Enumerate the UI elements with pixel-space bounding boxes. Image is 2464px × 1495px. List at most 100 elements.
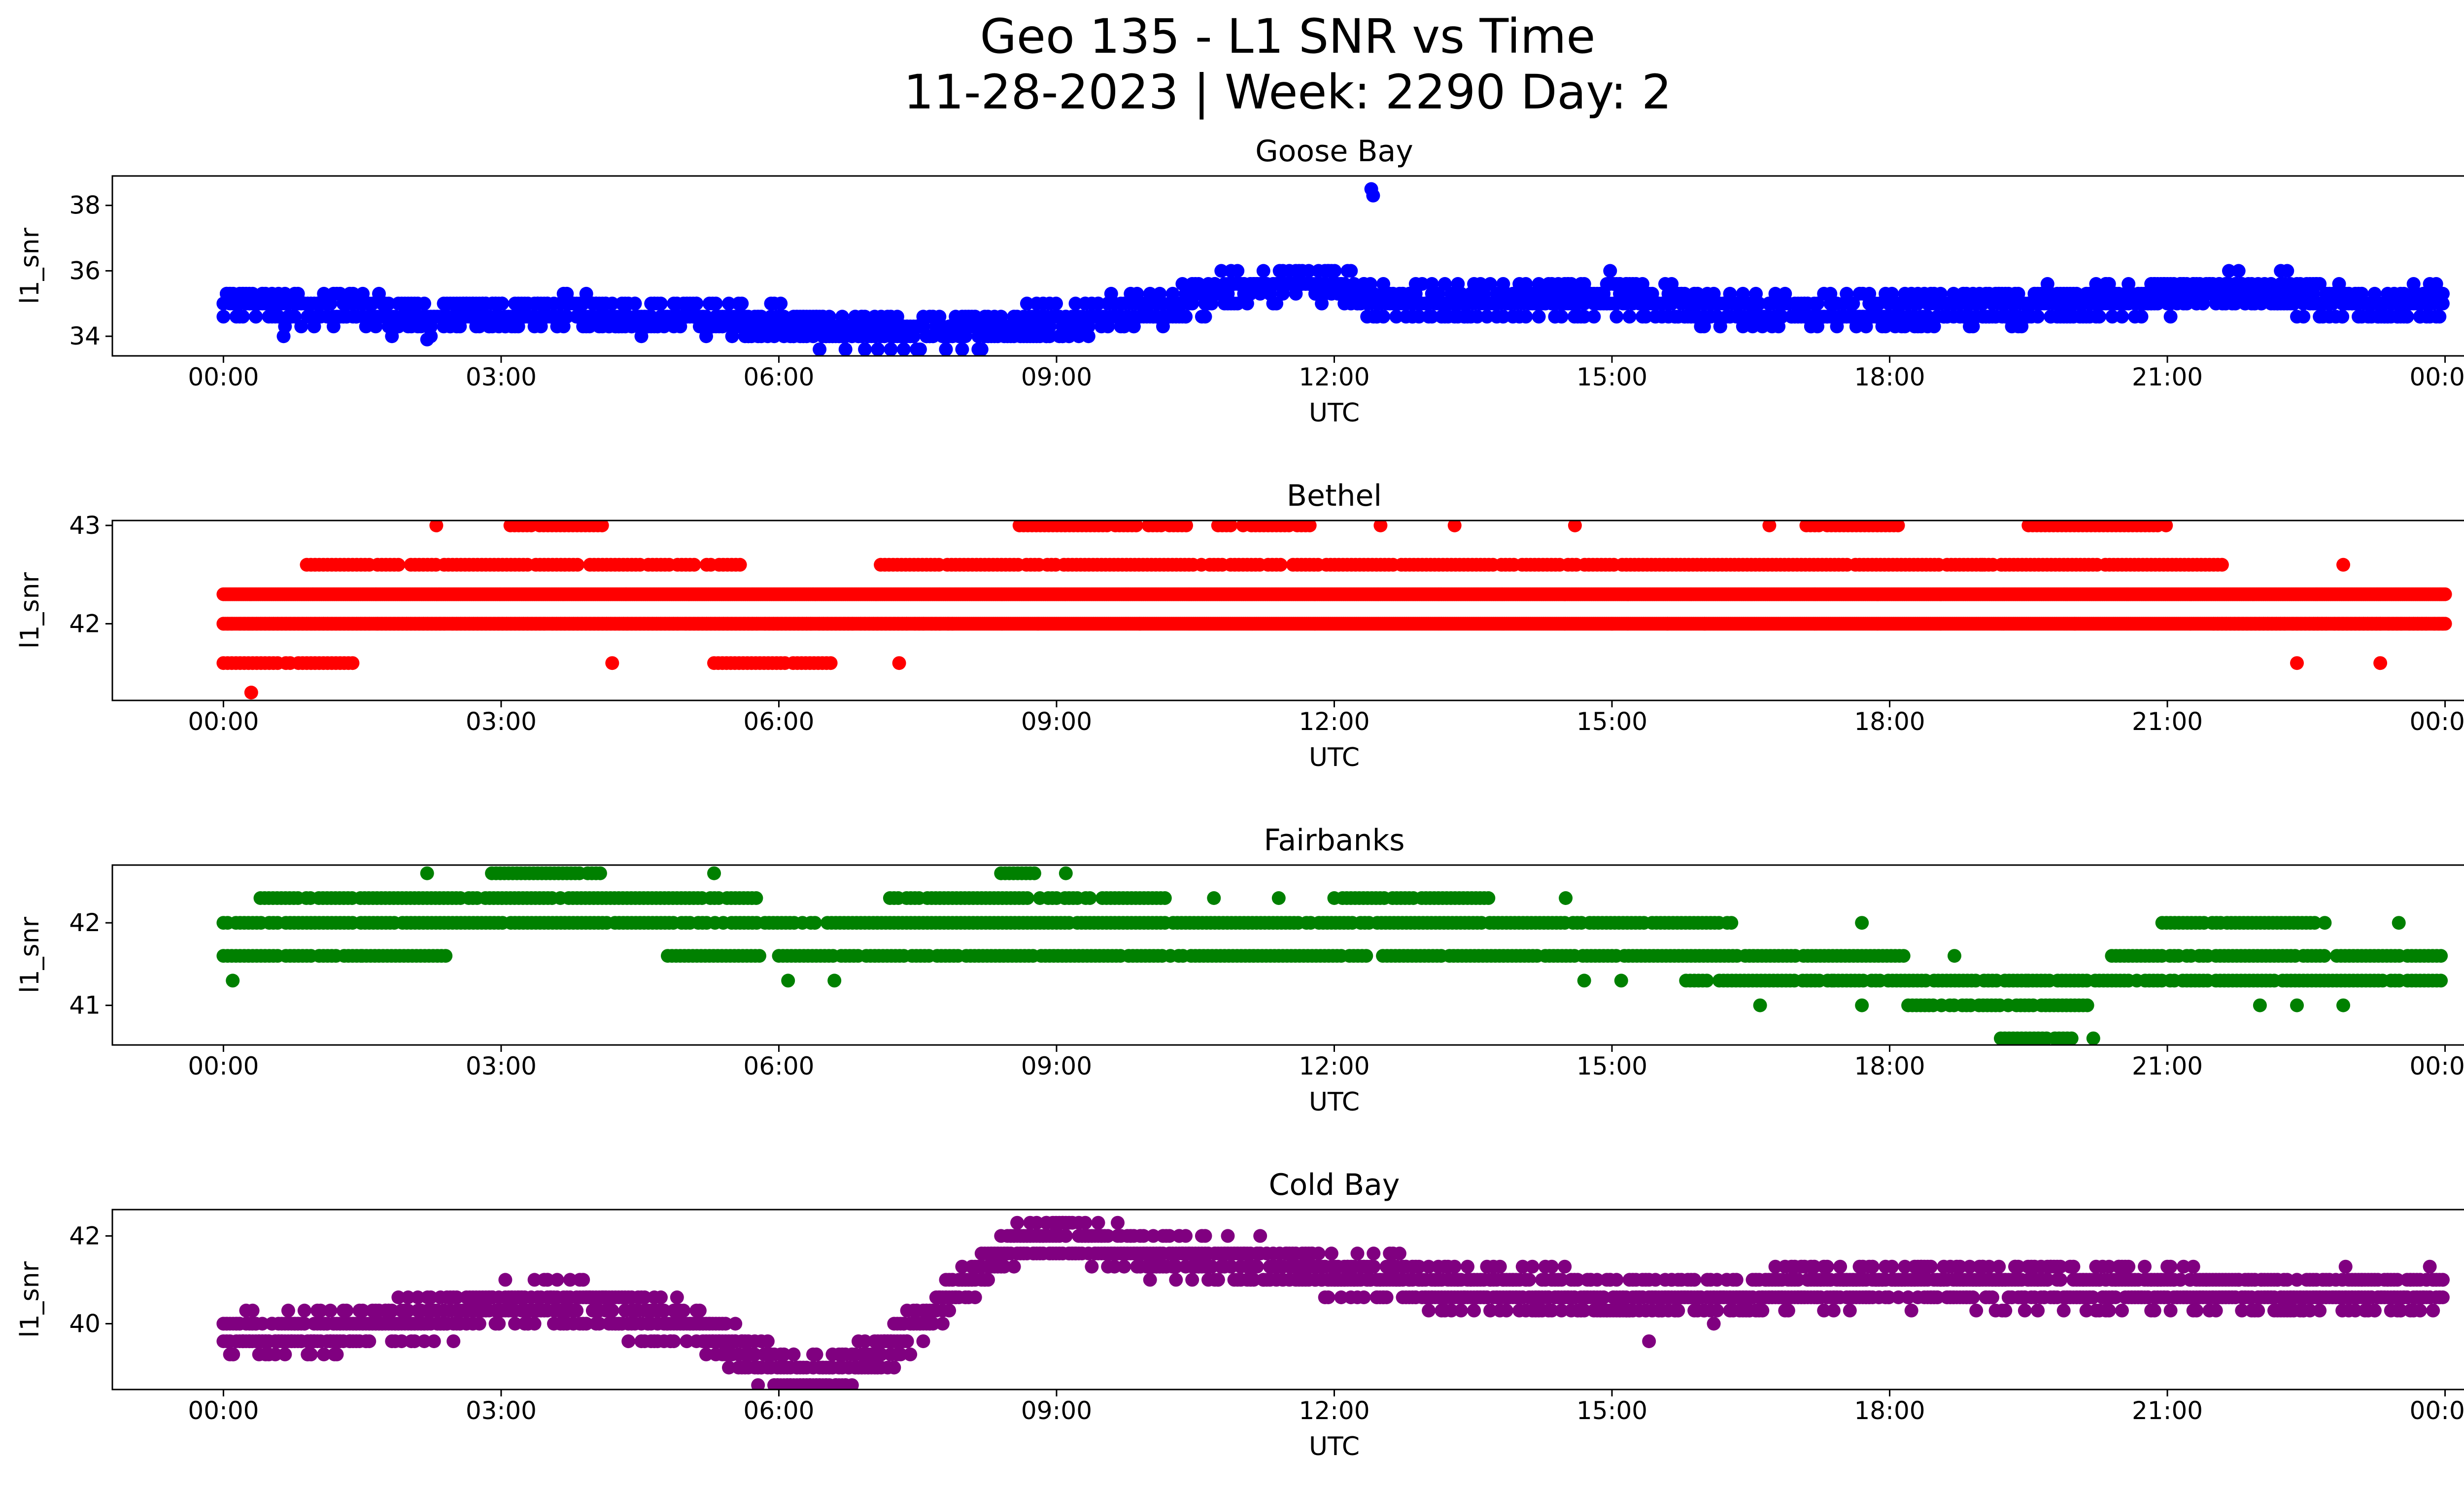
data-point bbox=[1438, 277, 1452, 291]
data-point bbox=[570, 557, 584, 572]
data-point bbox=[579, 286, 593, 301]
data-point bbox=[1389, 310, 1403, 324]
data-point bbox=[1911, 296, 1925, 311]
data-point bbox=[1636, 277, 1649, 291]
x-tick-label: 00:00 bbox=[2410, 363, 2464, 391]
data-point bbox=[1344, 264, 1358, 278]
data-point bbox=[1872, 296, 1886, 311]
data-point bbox=[1736, 319, 1750, 334]
data-point bbox=[1231, 264, 1245, 278]
data-point bbox=[858, 342, 872, 356]
data-point bbox=[2432, 310, 2447, 324]
data-point bbox=[806, 329, 820, 344]
data-point bbox=[2134, 310, 2149, 324]
data-point bbox=[391, 557, 406, 572]
data-point bbox=[774, 296, 788, 311]
data-point bbox=[1269, 296, 1284, 311]
data-point bbox=[1496, 310, 1510, 324]
data-point bbox=[560, 310, 574, 324]
data-point bbox=[2222, 264, 2236, 278]
data-point bbox=[2400, 310, 2414, 324]
subplot-bethel: 00:00 03:00 06:00 09:00 12:00 15:00 18:00 21:00… bbox=[15, 479, 2464, 772]
data-point bbox=[709, 296, 723, 311]
data-point bbox=[417, 296, 431, 311]
data-point bbox=[1366, 188, 1380, 203]
data-point bbox=[495, 296, 509, 311]
data-point bbox=[1713, 319, 1727, 334]
data-point bbox=[1412, 310, 1426, 324]
x-tick-label: 00:00 bbox=[188, 363, 259, 391]
data-points bbox=[216, 182, 2450, 356]
data-point bbox=[654, 296, 668, 311]
data-point bbox=[1020, 296, 1034, 311]
data-point bbox=[1639, 310, 1653, 324]
data-point bbox=[288, 310, 302, 324]
data-point bbox=[939, 342, 953, 356]
data-point bbox=[2335, 310, 2350, 324]
data-point bbox=[216, 310, 231, 324]
x-tick-label: 03:00 bbox=[466, 363, 537, 391]
data-point bbox=[1609, 310, 1624, 324]
data-point bbox=[2296, 310, 2311, 324]
data-point bbox=[2115, 310, 2129, 324]
data-point bbox=[733, 557, 747, 572]
data-point bbox=[1775, 310, 1789, 324]
data-point bbox=[346, 286, 360, 301]
data-point bbox=[1273, 557, 1288, 572]
y-tick-label: 34 bbox=[69, 322, 101, 350]
data-point bbox=[1554, 310, 1569, 324]
data-point bbox=[294, 319, 308, 334]
data-point bbox=[1256, 264, 1270, 278]
data-point bbox=[236, 310, 250, 324]
data-point bbox=[365, 296, 379, 311]
data-point bbox=[2231, 264, 2246, 278]
data-point bbox=[2332, 277, 2346, 291]
data-point bbox=[1811, 296, 1824, 311]
data-point bbox=[1179, 310, 1193, 324]
figure-title-line-1: Geo 135 - L1 SNR vs Time bbox=[980, 9, 1596, 64]
data-point bbox=[1415, 277, 1429, 291]
data-point bbox=[1143, 286, 1157, 301]
data-point bbox=[1577, 310, 1591, 324]
x-axis-label: UTC bbox=[1309, 398, 1360, 428]
data-point bbox=[1483, 277, 1497, 291]
data-point bbox=[1301, 264, 1316, 278]
subplot-title: Goose Bay bbox=[1255, 134, 1413, 169]
data-point bbox=[687, 557, 701, 572]
data-point bbox=[955, 342, 969, 356]
data-point bbox=[1214, 264, 1229, 278]
data-point bbox=[884, 342, 898, 356]
data-point bbox=[1425, 310, 1439, 324]
y-tick-label: 36 bbox=[69, 256, 101, 285]
x-tick-label: 06:00 bbox=[743, 363, 814, 391]
data-point bbox=[2163, 310, 2178, 324]
data-point bbox=[1846, 296, 1860, 311]
data-point bbox=[1376, 310, 1391, 324]
data-point bbox=[249, 310, 263, 324]
figure-title: Geo 135 - L1 SNR vs Time 11-28-2023 | We… bbox=[0, 9, 2464, 120]
data-point bbox=[634, 329, 649, 344]
x-tick-label: 21:00 bbox=[2132, 363, 2203, 391]
data-point bbox=[1920, 310, 1935, 324]
data-point bbox=[1933, 286, 1948, 301]
data-point bbox=[1622, 310, 1637, 324]
data-point bbox=[628, 296, 642, 311]
data-point bbox=[2313, 277, 2327, 291]
data-point bbox=[2031, 310, 2045, 324]
data-point bbox=[2102, 277, 2116, 291]
data-point bbox=[1532, 310, 1546, 324]
data-point bbox=[913, 342, 927, 356]
data-point bbox=[2435, 296, 2450, 311]
data-point bbox=[1587, 310, 1601, 324]
data-point bbox=[2092, 310, 2106, 324]
x-tick-label: 12:00 bbox=[1299, 363, 1369, 391]
data-point bbox=[897, 342, 911, 356]
x-tick-label: 15:00 bbox=[1576, 363, 1647, 391]
data-points bbox=[216, 521, 2452, 699]
figure-title-line-2: 11-28-2023 | Week: 2290 Day: 2 bbox=[903, 65, 1672, 120]
data-point bbox=[2280, 264, 2294, 278]
data-point bbox=[1697, 319, 1711, 334]
data-point bbox=[2105, 310, 2120, 324]
subplot-goose-bay: 00:00 03:00 06:00 09:00 12:00 15:00 18:00 21:00… bbox=[15, 134, 2464, 428]
